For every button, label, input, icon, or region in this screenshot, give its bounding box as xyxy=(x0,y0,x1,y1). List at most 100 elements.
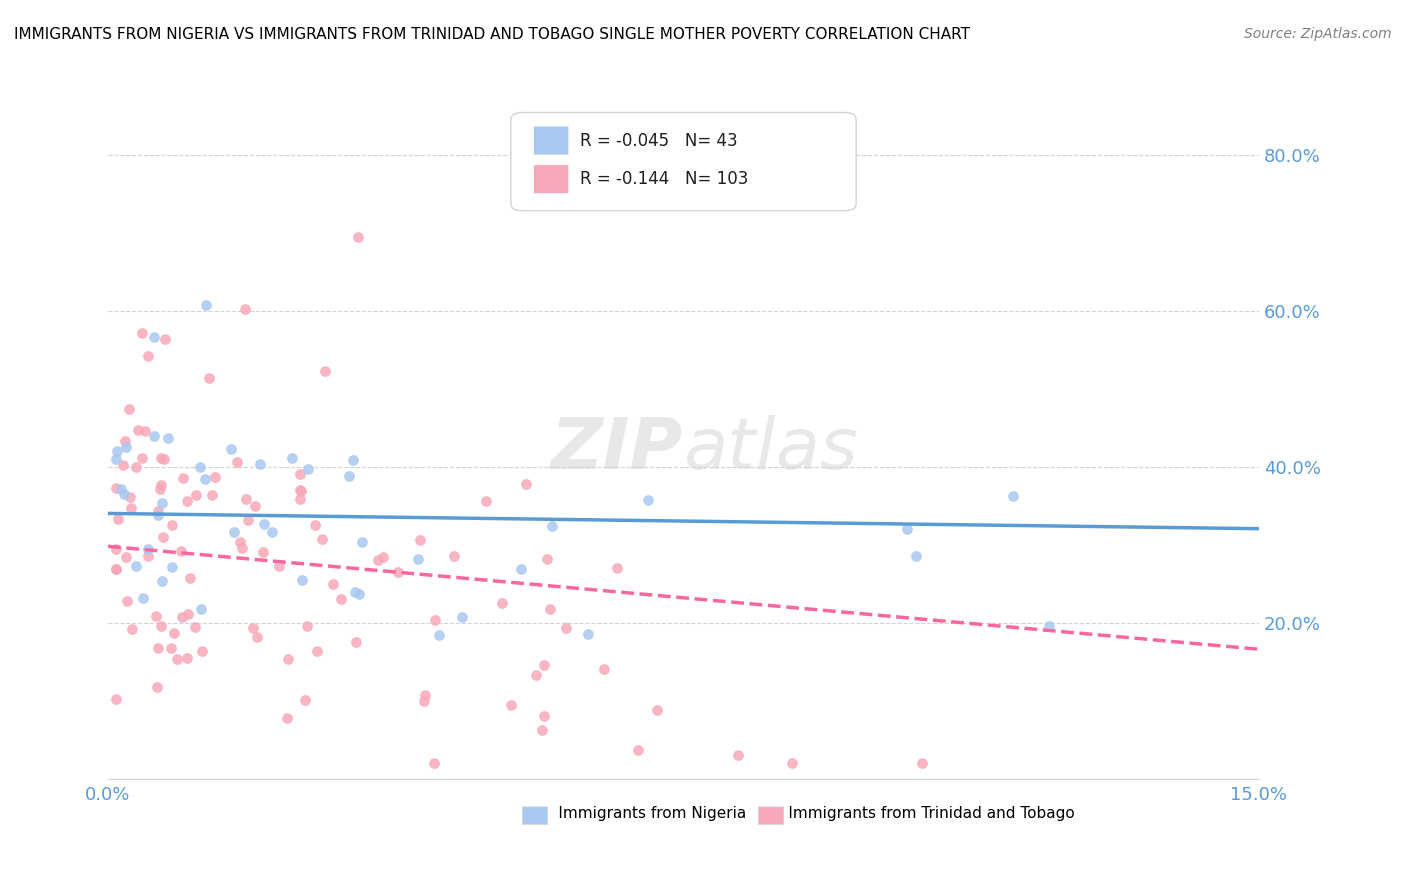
Point xyxy=(352,535,374,549)
Point xyxy=(235,492,257,507)
Point xyxy=(114,434,136,448)
Point xyxy=(198,371,221,385)
Point xyxy=(201,488,224,502)
Point xyxy=(142,330,165,344)
Point xyxy=(112,487,135,501)
Point xyxy=(179,571,201,585)
Text: Source: ZipAtlas.com: Source: ZipAtlas.com xyxy=(1244,27,1392,41)
Point xyxy=(219,442,242,456)
Point xyxy=(290,484,312,499)
Point xyxy=(533,708,555,723)
Point xyxy=(290,492,312,507)
Point xyxy=(242,621,264,635)
Point xyxy=(905,549,928,563)
Point xyxy=(367,552,389,566)
Point xyxy=(162,625,184,640)
Point xyxy=(276,711,298,725)
Point xyxy=(645,703,668,717)
Point xyxy=(104,562,127,576)
Point xyxy=(491,596,513,610)
FancyBboxPatch shape xyxy=(534,165,568,194)
Point xyxy=(146,504,169,518)
Point xyxy=(515,477,537,491)
FancyBboxPatch shape xyxy=(758,807,783,824)
Point xyxy=(593,662,616,676)
Point xyxy=(246,631,269,645)
Point xyxy=(155,332,177,346)
Point xyxy=(152,530,174,544)
Point xyxy=(533,658,555,673)
Point xyxy=(148,508,170,523)
Point xyxy=(149,483,172,497)
Point xyxy=(117,402,139,417)
Point xyxy=(105,443,128,458)
Point xyxy=(229,534,252,549)
Point xyxy=(150,618,173,632)
Point xyxy=(450,610,472,624)
Point xyxy=(277,652,299,666)
Point xyxy=(149,478,172,492)
Point xyxy=(260,525,283,540)
Point xyxy=(606,561,628,575)
Point xyxy=(343,584,366,599)
Point xyxy=(115,440,138,454)
Point xyxy=(1038,618,1060,632)
Point xyxy=(184,488,207,502)
Point xyxy=(896,523,918,537)
Point xyxy=(222,524,245,539)
Text: Immigrants from Nigeria: Immigrants from Nigeria xyxy=(534,805,747,821)
Point xyxy=(172,471,194,485)
Point xyxy=(233,301,256,316)
Point xyxy=(145,609,167,624)
Point xyxy=(107,512,129,526)
Point xyxy=(121,622,143,636)
Point xyxy=(555,621,578,635)
Point xyxy=(311,532,333,546)
Point xyxy=(194,298,217,312)
Point xyxy=(782,756,804,771)
Point xyxy=(347,230,370,244)
Point xyxy=(146,681,169,695)
Point xyxy=(347,587,370,601)
Point xyxy=(290,483,312,498)
Point xyxy=(112,458,135,472)
Point xyxy=(194,472,217,486)
Point xyxy=(423,613,446,627)
Point xyxy=(104,691,127,706)
Point xyxy=(131,326,153,341)
Point xyxy=(475,494,498,508)
Point xyxy=(540,518,562,533)
Point xyxy=(104,541,127,556)
Point xyxy=(138,541,160,556)
Point xyxy=(294,692,316,706)
Point xyxy=(510,562,533,576)
Point xyxy=(371,550,394,565)
Point xyxy=(344,634,367,648)
Point xyxy=(322,577,344,591)
Point xyxy=(120,490,142,504)
Point xyxy=(124,559,146,574)
Point xyxy=(172,609,194,624)
Point xyxy=(245,499,267,513)
Point xyxy=(159,640,181,655)
Point xyxy=(204,470,226,484)
Text: ZIP: ZIP xyxy=(551,415,683,483)
Point xyxy=(342,453,364,467)
Point xyxy=(499,698,522,713)
Point xyxy=(191,644,214,658)
Point xyxy=(166,652,188,666)
Point xyxy=(104,562,127,576)
Point xyxy=(540,602,562,616)
Text: IMMIGRANTS FROM NIGERIA VS IMMIGRANTS FROM TRINIDAD AND TOBAGO SINGLE MOTHER POV: IMMIGRANTS FROM NIGERIA VS IMMIGRANTS FR… xyxy=(14,27,970,42)
Point xyxy=(190,601,212,615)
Point xyxy=(110,482,132,496)
Point xyxy=(115,549,138,564)
Point xyxy=(134,424,156,438)
FancyBboxPatch shape xyxy=(510,112,856,211)
Point xyxy=(576,627,599,641)
Point xyxy=(295,619,318,633)
Point xyxy=(249,457,271,471)
Point xyxy=(238,513,260,527)
Point xyxy=(104,451,127,466)
Point xyxy=(329,592,352,607)
